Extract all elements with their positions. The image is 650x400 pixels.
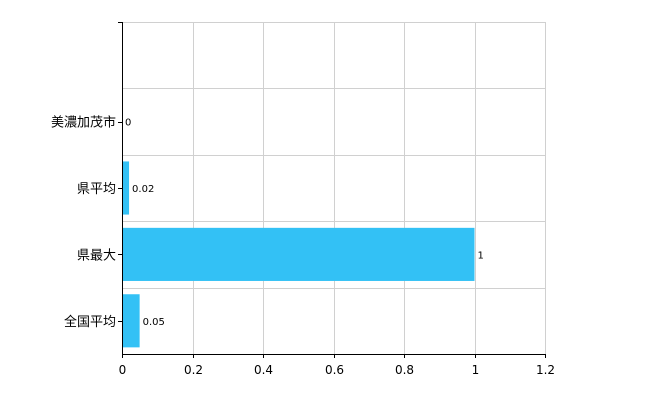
category-label: 美濃加茂市: [51, 115, 116, 131]
data-label: 1: [478, 250, 484, 261]
bar: [122, 161, 130, 215]
data-label: 0.02: [132, 184, 154, 195]
x-tick-label: 0.6: [325, 363, 344, 377]
x-tick-label: 0.8: [395, 363, 414, 377]
data-label: 0.05: [143, 317, 165, 328]
x-tick-label: 1.2: [536, 363, 555, 377]
x-tick-label: 0: [119, 363, 127, 377]
axes: [118, 22, 546, 358]
bar: [122, 294, 140, 348]
bars: [122, 161, 475, 348]
x-tick-label: 0.4: [254, 363, 273, 377]
x-tick-label: 1: [472, 363, 480, 377]
bar: [122, 227, 475, 281]
category-label: 全国平均: [64, 314, 116, 330]
x-tick-label: 0.2: [184, 363, 203, 377]
data-label: 0: [125, 118, 131, 129]
category-label: 県最大: [77, 248, 116, 263]
labels: 0 美濃加茂市 0.02 県平均 1 県最大 0.05 全国平均 0 0.2 0.4 0.6 0.8 1 1…: [51, 115, 555, 377]
grid-lines: [122, 22, 546, 355]
category-label: 県平均: [77, 182, 116, 197]
